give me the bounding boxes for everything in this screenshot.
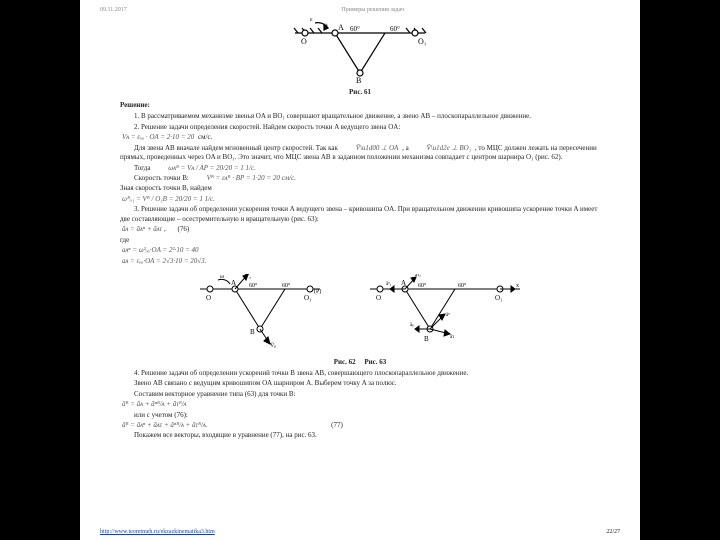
header-title: Примеры решения задач (341, 6, 404, 14)
para-1: 1. В рассматриваемом механизме звенья OA… (120, 112, 600, 121)
svg-text:B: B (424, 335, 429, 343)
svg-text:(P): (P) (314, 288, 321, 295)
inline-vb-perp: V̄\u1d2e ⊥ BO₁ (410, 144, 473, 153)
svg-text:āⁿₐ: āⁿₐ (386, 282, 392, 287)
svg-text:60°: 60° (282, 282, 291, 289)
eq-wab: ωᴀᴮ = Vᴀ / AP = 20/20 = 1 1/с. (152, 164, 258, 173)
eq76-num: (76) (178, 225, 190, 234)
eq76-c-line: aᴀ = εₒₐ·OA = 2√3·10 = 20√3. (120, 257, 600, 266)
figure-62: O A 60° 60° O₁ (P) ω V̄ₐ B V̄ᵦ (190, 274, 330, 352)
figures-62-63-row: O A 60° 60° O₁ (P) ω V̄ₐ B V̄ᵦ (120, 272, 600, 356)
eq77-num: (77) (331, 421, 343, 430)
para-2c: Тогда ωᴀᴮ = Vᴀ / AP = 20/20 = 1 1/с. (120, 164, 600, 173)
eq-va-unit: см/с. (198, 133, 212, 141)
eq76-b-line: aᴀⁿ = ω²ₒₐ·OA = 2²·10 = 40 (120, 246, 600, 255)
para-4c: Составим векторное уравнение типа (63) д… (120, 390, 600, 399)
footer-page-number: 22/27 (606, 528, 620, 536)
svg-text:O₁: O₁ (495, 294, 503, 302)
footer-link[interactable]: http://www.teoretmeh.ru/ekzazkinematika3… (100, 528, 215, 536)
svg-text:O₁: O₁ (418, 37, 427, 46)
page-header: 09.11.2017 Примеры решения задач (80, 0, 640, 16)
eq-wbo1-line: ωᴮₒ₁ = Vᴮ / O₁B = 20/20 = 1 1/с. (120, 195, 600, 204)
eq-wbo1: ωᴮₒ₁ = Vᴮ / O₁B = 20/20 = 1 1/с. (120, 195, 217, 204)
content-area: O ω ε A 60° 60° O₁ B Рис. 61 Решение: 1.… (80, 18, 640, 441)
svg-text:60°: 60° (418, 282, 427, 289)
para-4: 4. Решение задачи об определении ускорен… (120, 369, 600, 378)
svg-text:V̄ᵦ: V̄ᵦ (270, 342, 276, 349)
svg-text:āᵦ: āᵦ (410, 323, 414, 328)
para-4e: Покажем все векторы, входящие в уравнени… (120, 431, 600, 440)
fig61-svg: O ω ε A 60° 60° O₁ B (280, 18, 440, 83)
header-spacer (618, 6, 620, 14)
solution-heading: Решение: (120, 101, 600, 110)
svg-text:O: O (301, 37, 307, 46)
svg-text:ω: ω (220, 274, 224, 280)
figure-61: O ω ε A 60° 60° O₁ B Рис. 61 (120, 18, 600, 97)
fig61-caption: Рис. 61 (120, 88, 600, 97)
fig62-63-captions: Рис. 62 Рис. 63 (120, 358, 600, 367)
svg-text:āτ: āτ (450, 335, 454, 340)
svg-text:O: O (376, 294, 381, 302)
svg-text:O₁: O₁ (304, 294, 312, 302)
para-2d: Скорость точки B: Vᴮ = εᴀᴮ · BP = 1·20 =… (120, 174, 600, 183)
svg-text:x: x (516, 283, 519, 289)
para-4d: или с учетом (76): (120, 411, 600, 420)
fig63-caption: Рис. 63 (364, 358, 386, 366)
eq76-c: aᴀ = εₒₐ·OA = 2√3·10 = 20√3. (120, 257, 208, 266)
svg-text:āτₐ: āτₐ (415, 274, 421, 278)
svg-text:B: B (250, 328, 255, 336)
eq77b-line: āᴮ = āᴀⁿ + āᴀτ + āⁿᴮ/ᴀ + āτᴮ/ᴀ. (77) (120, 421, 600, 430)
svg-text:O: O (206, 294, 211, 302)
svg-text:āⁿ: āⁿ (446, 313, 450, 318)
svg-text:ε: ε (310, 18, 313, 23)
fig62-caption: Рис. 62 (334, 358, 356, 366)
svg-text:60°: 60° (458, 282, 467, 289)
para-3: 3. Решение задачи об определении ускорен… (120, 205, 600, 224)
figure-63: O A 60° 60° O₁ x āⁿₐ āτₐ B āⁿ āτ āᵦ (360, 274, 530, 352)
document-page: 09.11.2017 Примеры решения задач (80, 0, 640, 540)
eq-vb: Vᴮ = εᴀᴮ · BP = 1·20 = 20 см/с. (191, 174, 298, 183)
para-3-where: где (120, 236, 600, 245)
eq76-a: āᴀ = āᴀⁿ + āᴀτ (120, 225, 164, 234)
svg-text:60°: 60° (249, 282, 258, 289)
svg-text:V̄ₐ: V̄ₐ (245, 274, 251, 280)
svg-text:60°: 60° (350, 25, 360, 33)
eq77a-line: āᴮ = āᴀ + āⁿᴮ/ᴀ + āτᴮ/ᴀ (120, 400, 600, 409)
eq-va-line: Vᴀ = εₒₐ · OA = 2·10 = 20 см/с. (120, 133, 600, 142)
eq-va: Vᴀ = εₒₐ · OA = 2·10 = 20 (120, 133, 196, 142)
fig62-svg: O A 60° 60° O₁ (P) ω V̄ₐ B V̄ᵦ (190, 274, 330, 349)
svg-text:A: A (338, 23, 344, 32)
header-date: 09.11.2017 (100, 6, 127, 14)
para-2b: Для звена AB вначале найдем мгновенный ц… (120, 144, 600, 163)
svg-text:B: B (356, 76, 361, 83)
svg-text:A: A (231, 279, 236, 287)
svg-text:ω: ω (323, 21, 328, 29)
svg-text:60°: 60° (390, 25, 400, 33)
eq76-b: aᴀⁿ = ω²ₒₐ·OA = 2²·10 = 40 (120, 246, 201, 255)
fig63-svg: O A 60° 60° O₁ x āⁿₐ āτₐ B āⁿ āτ āᵦ (360, 274, 530, 349)
eq76-line: āᴀ = āᴀⁿ + āᴀτ, (76) (120, 225, 600, 234)
para-2a: 2. Решение задачи определения скоростей.… (120, 123, 600, 132)
eq77-a: āᴮ = āᴀ + āⁿᴮ/ᴀ + āτᴮ/ᴀ (120, 400, 188, 409)
para-4b: Звено AB связано с ведущим кривошипом OA… (120, 379, 600, 388)
eq77-b: āᴮ = āᴀⁿ + āᴀτ + āⁿᴮ/ᴀ + āτᴮ/ᴀ. (120, 421, 209, 430)
para-2e: Зная скорость точки B, найдем (120, 184, 600, 193)
page-footer: http://www.teoretmeh.ru/ekzazkinematika3… (100, 528, 620, 536)
svg-text:A: A (401, 279, 406, 287)
inline-va-perp: V̄\u1d00 ⊥ OA (340, 144, 401, 153)
